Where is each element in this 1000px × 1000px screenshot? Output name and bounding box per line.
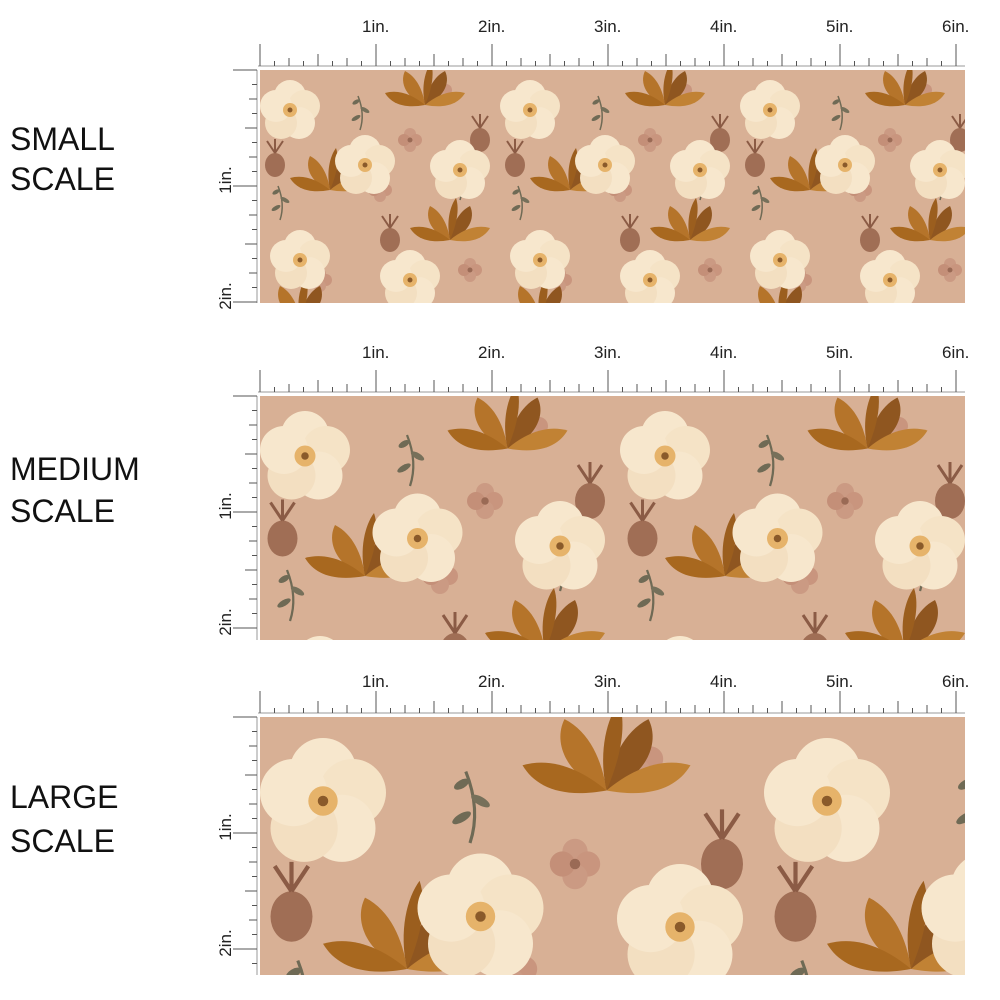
fabric-swatch xyxy=(260,717,965,975)
ruler-x-label: 1in. xyxy=(362,672,389,691)
fabric-swatch xyxy=(260,70,965,303)
ruler-y-label: 2in. xyxy=(216,608,235,635)
ruler-x-label: 2in. xyxy=(478,343,505,362)
ruler-x-label: 4in. xyxy=(710,343,737,362)
ruler-x-label: 3in. xyxy=(594,17,621,36)
ruler-x-label: 5in. xyxy=(826,672,853,691)
ruler-x-label: 1in. xyxy=(362,343,389,362)
scale-label: MEDIUM xyxy=(10,451,140,487)
ruler-x-label: 6in. xyxy=(942,17,969,36)
ruler-y-label: 1in. xyxy=(216,492,235,519)
ruler-x-label: 3in. xyxy=(594,343,621,362)
fabric-swatch xyxy=(260,396,965,640)
scale-panel: MEDIUM SCALE 1in. 2in. 3in. 4in. 5in. 6in. 1in. 2… xyxy=(10,343,969,640)
ruler-x-label: 5in. xyxy=(826,17,853,36)
scale-label: SCALE xyxy=(10,493,115,529)
ruler-x-label: 6in. xyxy=(942,672,969,691)
scale-label: SMALL xyxy=(10,121,115,157)
ruler-x-label: 4in. xyxy=(710,672,737,691)
ruler-y-label: 1in. xyxy=(216,166,235,193)
scale-label: LARGE xyxy=(10,779,118,815)
scale-panel: LARGE SCALE 1in. 2in. 3in. 4in. 5in. 6in. 1in. 2i… xyxy=(10,672,969,975)
ruler-x-label: 3in. xyxy=(594,672,621,691)
scale-label: SCALE xyxy=(10,823,115,859)
ruler-y-label: 2in. xyxy=(216,282,235,309)
ruler-y-label: 1in. xyxy=(216,813,235,840)
scale-panel: SMALL SCALE 1in. 2in. 3in. 4in. 5in. 6in. 1in. 2i… xyxy=(10,17,969,310)
ruler-x-label: 2in. xyxy=(478,672,505,691)
ruler-x-label: 4in. xyxy=(710,17,737,36)
scale-label: SCALE xyxy=(10,161,115,197)
ruler-y-label: 2in. xyxy=(216,929,235,956)
ruler-x-label: 5in. xyxy=(826,343,853,362)
ruler-x-label: 6in. xyxy=(942,343,969,362)
ruler-x-label: 2in. xyxy=(478,17,505,36)
ruler-x-label: 1in. xyxy=(362,17,389,36)
